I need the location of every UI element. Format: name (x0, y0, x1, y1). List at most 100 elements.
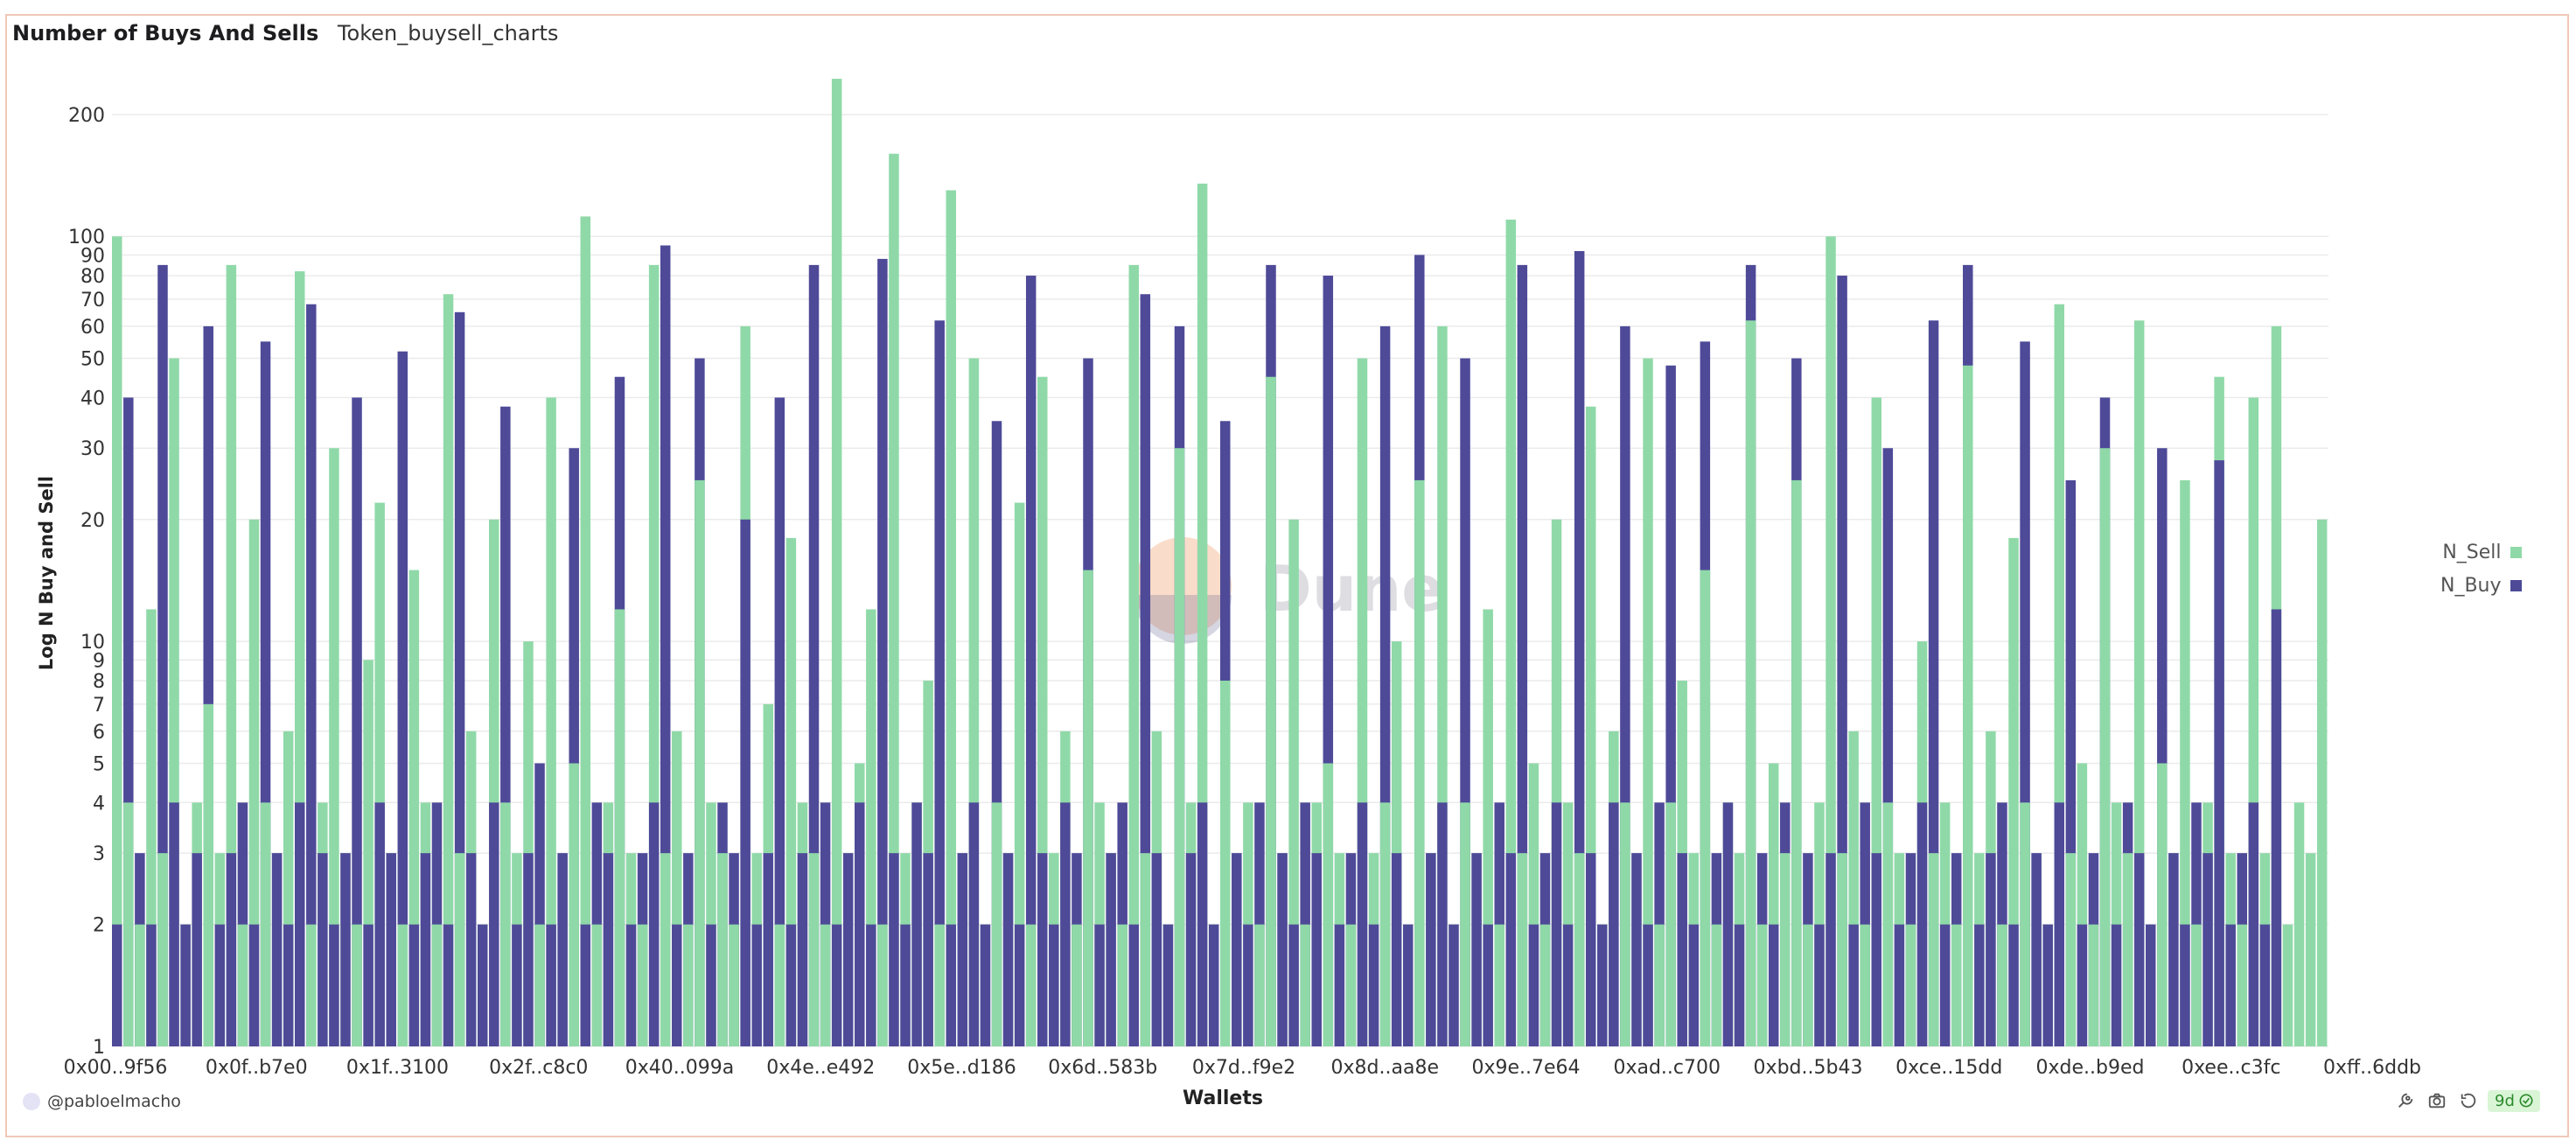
bar-buy (283, 924, 294, 1046)
legend-item-sell[interactable]: N_Sell (2440, 535, 2522, 569)
bar-sell (808, 853, 820, 1046)
legend-item-buy[interactable]: N_Buy (2440, 569, 2522, 602)
bar-buy (1551, 802, 1562, 1046)
bar-buy (774, 397, 785, 1046)
bar-buy (2020, 341, 2030, 1046)
bar-sell (1025, 924, 1037, 1046)
bar-sell (831, 79, 842, 1046)
bar-sell (2020, 802, 2030, 1046)
bar-sell (1585, 406, 1596, 1047)
bar-sell (1539, 924, 1551, 1046)
bar-buy (797, 853, 808, 1046)
bar-sell (1083, 570, 1093, 1046)
bar-buy (2054, 802, 2065, 1046)
bar-buy (1814, 924, 1825, 1046)
bar-buy (2065, 479, 2077, 1046)
bar-sell (1140, 853, 1151, 1046)
x-tick-label: 0xee..c3fc (2182, 1057, 2280, 1079)
bar-buy (1277, 853, 1288, 1046)
bar-buy (1939, 924, 1951, 1046)
bar-buy (1208, 924, 1219, 1046)
bar-buy (1162, 924, 1174, 1046)
bar-sell (112, 236, 122, 1047)
bar-buy (420, 853, 431, 1046)
bar-sell (1517, 853, 1528, 1046)
bar-sell (1791, 479, 1802, 1046)
bar-buy (1848, 924, 1859, 1046)
bar-buy (2180, 924, 2190, 1046)
bar-buy (1357, 802, 1368, 1046)
bar-buy (2168, 853, 2179, 1046)
bar-sell (1414, 479, 1425, 1046)
bar-buy (1609, 802, 1619, 1046)
bar-sell (443, 294, 454, 1046)
x-tick-label: 0xce..15dd (1895, 1057, 2002, 1079)
bar-buy (489, 802, 499, 1046)
bar-sell (1963, 365, 1973, 1046)
bar-buy (512, 924, 522, 1046)
bar-sell (123, 802, 134, 1046)
bar-sell (569, 763, 579, 1046)
bar-sell (2248, 397, 2259, 1046)
bar-sell (1551, 519, 1562, 1046)
query-name[interactable]: Token_buysell_charts (337, 21, 559, 45)
bar-sell (2122, 853, 2133, 1046)
bar-sell (1014, 502, 1025, 1046)
bar-buy (363, 924, 373, 1046)
bar-sell (329, 448, 339, 1046)
bar-sell (1700, 570, 1711, 1046)
refresh-icon[interactable] (2456, 1088, 2481, 1113)
bar-buy (580, 924, 591, 1046)
bar-sell (1323, 763, 1334, 1046)
bar-buy (2133, 853, 2145, 1046)
avatar (23, 1093, 40, 1110)
bar-buy (842, 853, 854, 1046)
bar-buy (1574, 250, 1585, 1047)
bar-sell (866, 609, 876, 1046)
bar-buy (991, 421, 1002, 1046)
bar-buy (546, 924, 556, 1046)
bar-sell (237, 924, 248, 1046)
bar-sell (397, 924, 408, 1046)
y-tick-label: 3 (93, 843, 105, 865)
bar-buy (2031, 853, 2042, 1046)
bar-sell (1745, 320, 1756, 1046)
bar-buy (203, 325, 213, 1046)
bar-sell (1345, 924, 1357, 1046)
bar-buy (740, 519, 750, 1046)
bar-buy (1128, 924, 1139, 1046)
bar-sell (2054, 304, 2065, 1046)
x-tick-label: 0x4e..e492 (766, 1057, 875, 1079)
y-tick-label: 40 (80, 388, 105, 409)
bar-sell (1871, 397, 1882, 1046)
x-tick-label: 0x9e..7e64 (1471, 1057, 1580, 1079)
bar-sell (683, 924, 694, 1046)
bar-buy (2042, 924, 2053, 1046)
y-axis-title: Log N Buy and Sell (36, 476, 57, 670)
settings-icon[interactable] (2393, 1088, 2418, 1113)
bar-sell (500, 802, 511, 1046)
bar-sell (968, 358, 980, 1046)
bar-buy (1232, 853, 1242, 1046)
result-age: 9d (2495, 1091, 2515, 1110)
bar-buy (1460, 358, 1470, 1046)
bar-buy (603, 853, 614, 1046)
y-tick-label: 60 (80, 317, 105, 339)
bar-sell (1928, 853, 1939, 1046)
bar-buy (706, 924, 716, 1046)
bar-buy (1037, 853, 1048, 1046)
bar-sell (1905, 924, 1916, 1046)
bar-sell (991, 802, 1002, 1046)
bar-sell (2077, 763, 2088, 1046)
author-link[interactable]: @pabloelmacho (23, 1092, 181, 1111)
camera-icon[interactable] (2425, 1088, 2449, 1113)
bar-sell (1665, 802, 1676, 1046)
bar-buy (1368, 924, 1379, 1046)
bar-sell (1528, 763, 1539, 1046)
bar-sell (1288, 519, 1299, 1046)
bar-buy (2077, 924, 2088, 1046)
bar-sell (2008, 537, 2019, 1046)
bar-buy (1688, 924, 1700, 1046)
y-tick-label: 10 (80, 632, 105, 654)
